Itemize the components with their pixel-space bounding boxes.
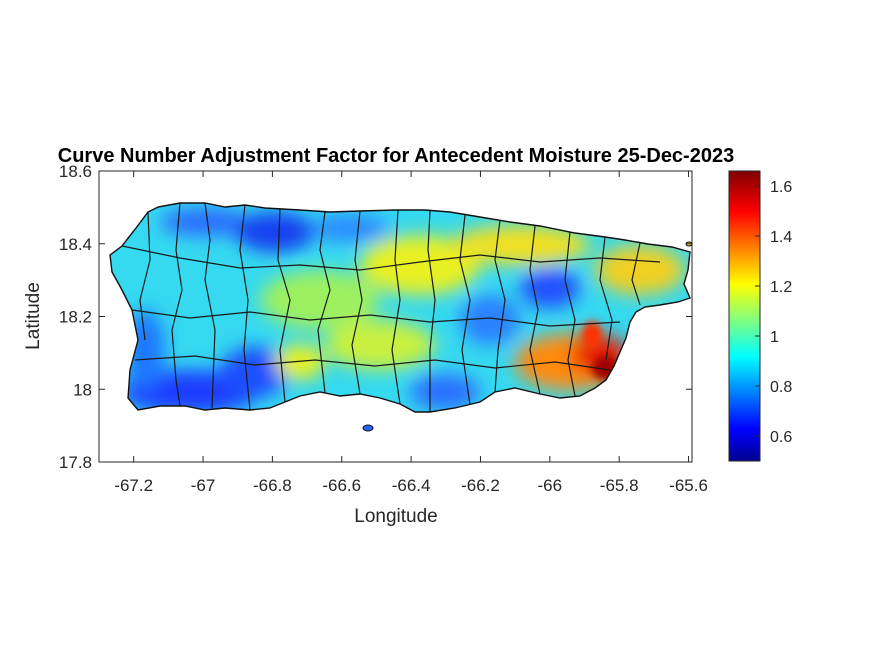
mid-zone-east	[595, 245, 685, 295]
x-tick-label: -67.2	[114, 476, 153, 495]
low-zone-center	[460, 295, 520, 345]
y-axis-ticks: 17.8 18 18.2 18.4 18.6	[59, 162, 692, 472]
moisture-map	[110, 203, 690, 412]
x-tick-label: -66.6	[322, 476, 361, 495]
colorbar-tick-label: 0.8	[770, 379, 792, 396]
y-tick-label: 18.2	[59, 308, 92, 327]
y-tick-label: 17.8	[59, 453, 92, 472]
x-tick-label: -66	[538, 476, 563, 495]
mid-zone-south	[275, 344, 325, 380]
y-tick-label: 18.6	[59, 162, 92, 181]
chart-title: Curve Number Adjustment Factor for Antec…	[58, 145, 734, 167]
x-tick-label: -65.8	[600, 476, 639, 495]
x-axis-label: Longitude	[354, 506, 437, 527]
peak-zone-north	[582, 321, 602, 349]
municipal-boundaries	[121, 203, 661, 412]
offshore-island	[362, 424, 374, 432]
mid-zone-center-south	[325, 320, 435, 370]
low-zone-north-west	[160, 208, 250, 236]
mid-zone-central	[260, 270, 380, 330]
mid-zone-center-north	[360, 235, 480, 295]
colorbar-tick-label: 1	[770, 329, 779, 346]
colorbar-tick-label: 0.6	[770, 429, 792, 446]
x-tick-label: -67	[191, 476, 216, 495]
colorbar	[728, 170, 761, 462]
low-zone-center-south	[410, 374, 480, 410]
colorbar-tick-label: 1.2	[770, 279, 792, 296]
colorbar-ticks: 0.6 0.8 1 1.2 1.4 1.6	[755, 179, 792, 446]
x-axis-ticks: -67.2 -67 -66.8 -66.6 -66.4 -66.2 -66 -65.8 -65.…	[114, 171, 708, 495]
low-zone-north	[310, 214, 390, 242]
x-tick-label: -65.6	[669, 476, 708, 495]
y-axis-label: Latitude	[23, 282, 44, 350]
y-tick-label: 18.4	[59, 235, 92, 254]
low-zone-south-central	[220, 347, 290, 397]
x-tick-label: -66.2	[461, 476, 500, 495]
y-tick-label: 18	[73, 380, 92, 399]
colorbar-tick-label: 1.4	[770, 229, 792, 246]
x-tick-label: -66.4	[392, 476, 431, 495]
low-zone-north-central	[235, 212, 315, 252]
colorbar-tick-label: 1.6	[770, 179, 792, 196]
x-tick-label: -66.8	[253, 476, 292, 495]
